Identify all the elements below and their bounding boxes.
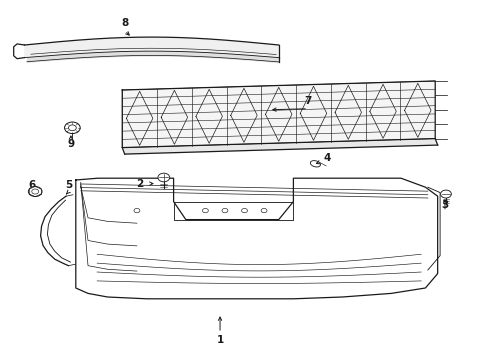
Text: 4: 4 <box>323 153 331 163</box>
Circle shape <box>158 173 169 182</box>
Polygon shape <box>122 81 434 148</box>
Text: 2: 2 <box>136 179 142 189</box>
Text: 5: 5 <box>65 180 72 190</box>
Polygon shape <box>122 139 437 154</box>
Text: 1: 1 <box>216 335 223 345</box>
Circle shape <box>64 122 80 134</box>
Text: 6: 6 <box>28 180 35 190</box>
Text: 7: 7 <box>304 96 311 106</box>
Circle shape <box>440 190 450 198</box>
Text: 3: 3 <box>441 200 447 210</box>
Circle shape <box>28 186 42 197</box>
Text: 9: 9 <box>67 139 74 149</box>
Text: 8: 8 <box>121 18 128 28</box>
